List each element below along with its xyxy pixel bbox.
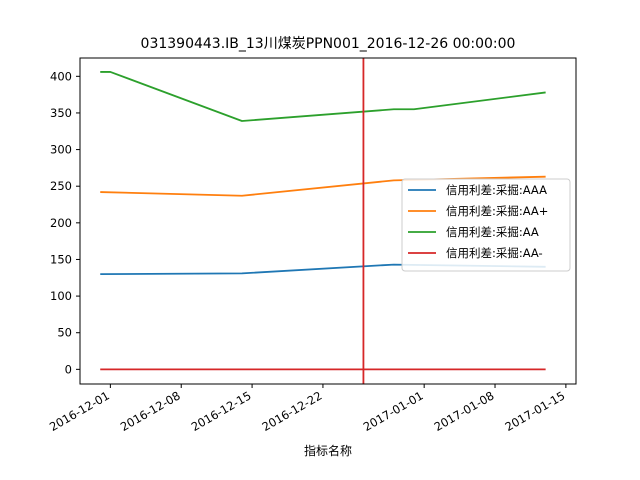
y-tick-label: 0 <box>65 362 72 376</box>
y-tick-label: 100 <box>50 289 72 303</box>
x-tick-label: 2016-12-01 <box>47 388 112 434</box>
x-tick-label: 2017-01-01 <box>361 388 426 434</box>
y-tick-label: 400 <box>50 69 72 83</box>
x-axis-label: 指标名称 <box>304 443 352 458</box>
legend-box <box>401 178 571 272</box>
y-tick-label: 300 <box>50 143 72 157</box>
legend-entry-label: 信用利差:采掘:AA- <box>446 246 543 260</box>
x-tick-label: 2016-12-08 <box>118 388 183 434</box>
legend: 信用利差:采掘:AAA 信用利差:采掘:AA+ 信用利差:采掘:AA 信用利差:采掘:… <box>401 178 571 272</box>
x-tick-label: 2016-12-22 <box>260 388 325 434</box>
y-tick-label: 50 <box>57 326 72 340</box>
series-line-3 <box>100 71 546 122</box>
x-tick-label: 2017-01-08 <box>432 388 497 434</box>
y-tick-label: 350 <box>50 106 72 120</box>
legend-entry-label: 信用利差:采掘:AAA <box>446 183 547 197</box>
axes-frame <box>79 57 577 385</box>
x-tick-label: 2016-12-15 <box>189 388 254 434</box>
y-tick-label: 200 <box>50 216 72 230</box>
legend-entry-label: 信用利差:采掘:AA <box>446 225 539 239</box>
chart-title: 031390443.IB_13川煤炭PPN001_2016-12-26 00:0… <box>141 36 516 52</box>
legend-entry-label: 信用利差:采掘:AA+ <box>446 204 548 218</box>
y-tick-label: 150 <box>50 252 72 266</box>
y-tick-label: 250 <box>50 179 72 193</box>
x-tick-label: 2017-01-15 <box>502 388 567 434</box>
